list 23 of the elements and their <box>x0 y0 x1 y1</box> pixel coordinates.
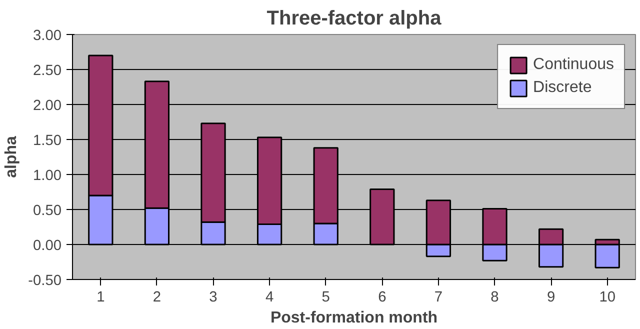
x-tick-label: 7 <box>434 290 443 306</box>
legend-label: Continuous <box>533 56 614 74</box>
y-tick-label: 2.50 <box>32 63 62 79</box>
x-tick-label: 1 <box>96 290 105 306</box>
x-tick-label: 4 <box>265 290 274 306</box>
chart-title: Three-factor alpha <box>266 8 442 30</box>
y-tick-label: 3.00 <box>32 28 62 44</box>
x-tick-label: 10 <box>599 290 616 306</box>
y-tick-label: 2.00 <box>32 98 62 114</box>
y-tick-label: 0.00 <box>32 238 62 254</box>
y-tick-label: 1.50 <box>32 133 62 149</box>
x-tick-label: 2 <box>152 290 162 306</box>
y-axis-title: alpha <box>3 136 20 178</box>
x-tick-label: 3 <box>209 290 218 306</box>
x-tick-label: 8 <box>490 290 499 306</box>
x-tick-label: 9 <box>546 290 556 306</box>
x-axis-title: Post-formation month <box>270 310 438 326</box>
x-tick-label: 5 <box>322 290 330 306</box>
x-tick-label: 6 <box>378 290 386 306</box>
y-tick-label: -0.50 <box>28 273 62 289</box>
y-tick-label: 0.50 <box>32 203 62 219</box>
legend-label: Discrete <box>533 79 592 97</box>
y-tick-label: 1.00 <box>32 168 62 184</box>
